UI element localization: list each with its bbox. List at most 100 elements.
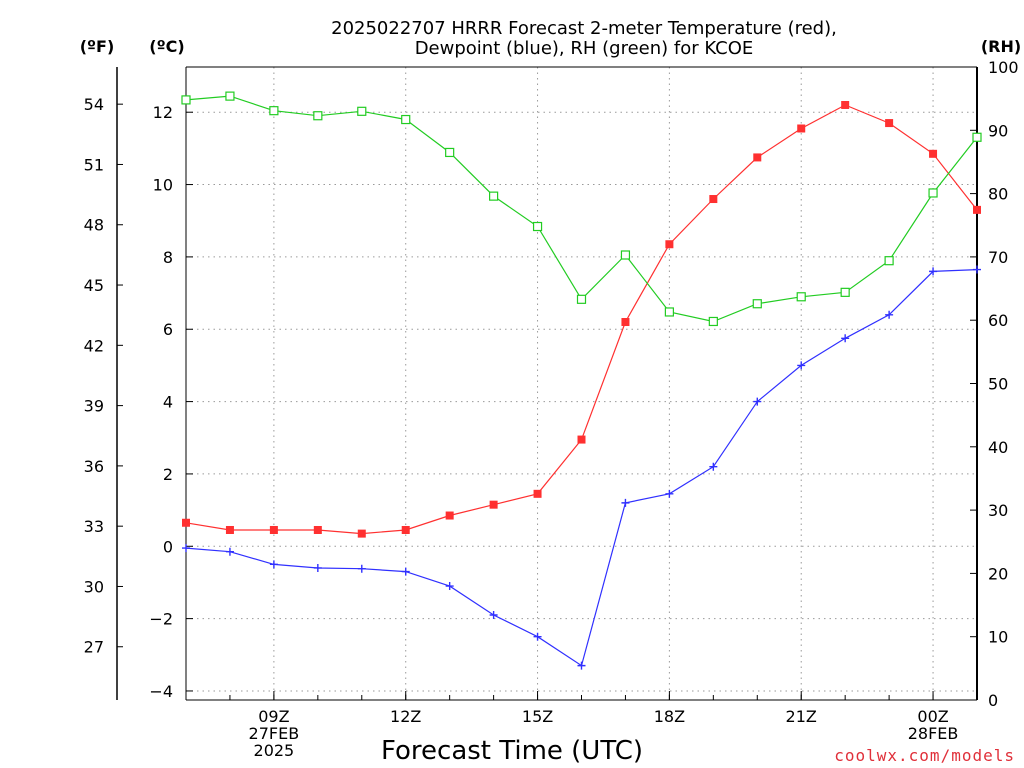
celsius-tick-label: 6 [163,320,173,339]
temperature-series [182,100,981,538]
temperature-point [489,500,498,509]
temperature-point [225,525,234,534]
axes [116,66,978,701]
fahrenheit-tick-label: 27 [84,638,104,657]
temperature-point [841,100,850,109]
rh-tick-label: 60 [988,311,1008,330]
celsius-unit-label: (ºC) [149,37,184,56]
rh-point [313,111,323,121]
dewpoint-point [313,563,322,572]
x-axis-label: Forecast Time (UTC) [381,736,643,766]
rh-point [532,221,543,232]
fahrenheit-tick-label: 42 [84,336,104,355]
celsius-tick-label: 2 [163,465,173,484]
rh-point [357,106,367,116]
dewpoint-point [445,582,454,591]
dewpoint-point [665,489,674,498]
dewpoint-point [841,334,850,343]
rh-unit-label: (RH) [981,37,1021,56]
rh-point [225,91,235,101]
fahrenheit-tick-label: 30 [84,577,104,596]
temperature-point [445,511,454,520]
celsius-tick-label: 12 [153,103,173,122]
rh-point [972,132,982,142]
dewpoint-point [533,632,542,641]
rh-point [752,299,762,309]
dewpoint-point [709,462,718,471]
temperature-point [621,318,630,327]
temperature-line [185,104,978,535]
dewpoint-point [621,498,630,507]
x-tick-label: 21Z [786,707,817,726]
fahrenheit-tick-label: 33 [84,517,104,536]
chart-title-line-1: 2025022707 HRRR Forecast 2-meter Tempera… [331,18,837,39]
celsius-tick-label: 8 [163,248,173,267]
dewpoint-point [577,661,586,670]
rh-tick-label: 100 [988,58,1019,77]
rh-tick-label: 70 [988,248,1008,267]
x-tick-label: 18Z [654,707,685,726]
rh-point [401,114,411,125]
rh-line [185,95,978,323]
temperature-point [401,525,410,534]
fahrenheit-tick-label: 36 [84,457,104,476]
dewpoint-point [401,567,410,576]
celsius-tick-label: 0 [163,537,173,556]
rh-point [181,95,191,105]
credit-label: coolwx.com/models [834,746,1015,765]
dewpoint-point [797,361,806,370]
rh-tick-label: 30 [988,501,1008,520]
x-tick-label: 15Z [522,707,553,726]
dewpoint-point [182,544,190,553]
x-tick-label: 28FEB [908,724,959,743]
rh-point [884,256,894,266]
celsius-tick-label: 10 [153,176,173,195]
temperature-point [269,525,278,534]
fahrenheit-tick-label: 54 [84,95,104,114]
temperature-point [665,240,674,249]
fahrenheit-unit-label: (ºF) [80,37,115,56]
x-tick-label: 2025 [254,741,295,760]
temperature-point [533,489,542,498]
x-tick-label: 00Z [917,707,948,726]
fahrenheit-tick-label: 48 [84,216,104,235]
rh-tick-label: 80 [988,185,1008,204]
temperature-point [885,119,894,128]
rh-point [620,250,631,260]
temperature-point [753,153,762,162]
dewpoint-series [182,265,981,670]
rh-point [445,147,455,158]
dewpoint-point [489,610,498,619]
dewpoint-point [929,267,938,276]
celsius-tick-label: −2 [149,610,173,629]
x-tick-label: 12Z [390,707,421,726]
temperature-point [313,525,322,534]
rh-point [269,106,279,116]
x-tick-label: 27FEB [249,724,300,743]
rh-tick-label: 0 [988,691,998,710]
fahrenheit-tick-label: 39 [84,397,104,416]
celsius-tick-label: 4 [163,393,173,412]
rh-point [708,316,718,327]
celsius-tick-label: −4 [149,682,173,701]
rh-point [840,287,850,297]
grid-lines [186,67,977,700]
rh-tick-label: 40 [988,438,1008,457]
rh-series [181,91,982,327]
rh-point [664,307,674,317]
data-series [181,91,982,670]
temperature-point [929,149,938,158]
rh-point [796,292,806,302]
temperature-point [709,195,718,204]
rh-tick-label: 10 [988,628,1008,647]
rh-point [928,188,938,198]
rh-point [576,294,587,304]
tick-labels: −4 −2 0 2 4 6 8 10 12 27 30 33 36 39 42 45 48 51 54 0 10 20 30… [84,58,1019,760]
chart-title-line-2: Dewpoint (blue), RH (green) for KCOE [415,38,754,59]
temperature-point [182,518,190,527]
fahrenheit-tick-label: 51 [84,155,104,174]
x-tick-label: 09Z [258,707,289,726]
dewpoint-point [885,310,894,319]
rh-point [489,191,499,201]
